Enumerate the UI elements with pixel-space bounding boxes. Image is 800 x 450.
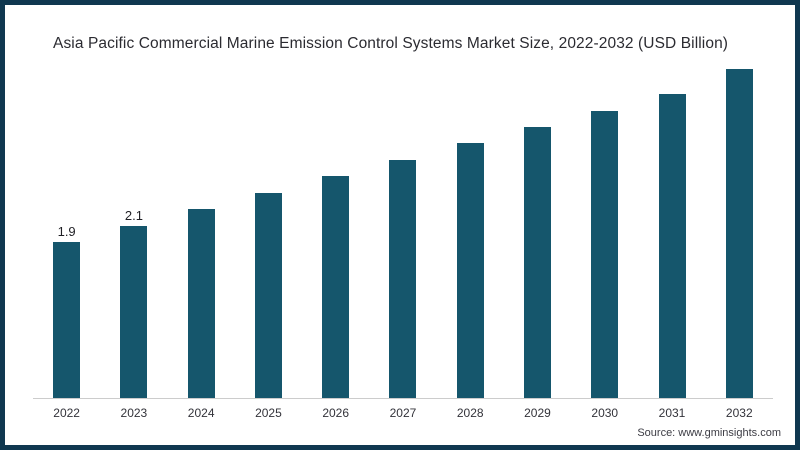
bar (591, 110, 619, 398)
x-axis-tick-label: 2025 (255, 406, 282, 420)
bar (53, 241, 81, 398)
x-axis-tick-label: 2030 (591, 406, 619, 420)
bar-group: 2027 (369, 53, 436, 419)
x-axis-tick-label: 2027 (389, 406, 417, 420)
source-credit: Source: www.gminsights.com (637, 427, 781, 439)
bar-group: 2026 (302, 53, 369, 419)
x-axis-tick-label: 2032 (725, 406, 753, 420)
x-axis-tick-label: 2031 (658, 406, 686, 420)
bar-group: 2031 (638, 53, 705, 419)
bar (322, 176, 350, 398)
x-axis-tick-label: 2026 (322, 406, 350, 420)
bar (725, 69, 753, 398)
x-axis-tick-label: 2024 (187, 406, 215, 420)
x-axis-tick-label: 2028 (456, 406, 484, 420)
plot-area: 1.9 2022 2.1 2023 2024 2025 2026 2027 2028 2029 20… (33, 53, 773, 419)
bar (120, 225, 148, 398)
bar-group: 2029 (504, 53, 571, 419)
bar-group: 2025 (235, 53, 302, 419)
x-axis-tick-label: 2029 (524, 406, 551, 420)
bar (187, 209, 215, 398)
bar-group: 2032 (706, 53, 773, 419)
bar-value-label: 2.1 (124, 207, 143, 223)
bar (456, 143, 484, 398)
x-axis-tick-label: 2023 (120, 406, 148, 420)
chart-title: Asia Pacific Commercial Marine Emission … (53, 35, 729, 52)
bar-group: 1.9 2022 (33, 53, 100, 419)
x-axis-tick-label: 2022 (53, 406, 80, 420)
bar-group: 2.1 2023 (100, 53, 167, 419)
bar-group: 2028 (437, 53, 504, 419)
bar-group: 2024 (168, 53, 235, 419)
bar (254, 192, 282, 398)
bar-group: 2030 (571, 53, 638, 419)
bar (389, 159, 417, 398)
bar-value-label: 1.9 (57, 223, 76, 239)
bar (658, 94, 686, 398)
bar (523, 126, 551, 398)
